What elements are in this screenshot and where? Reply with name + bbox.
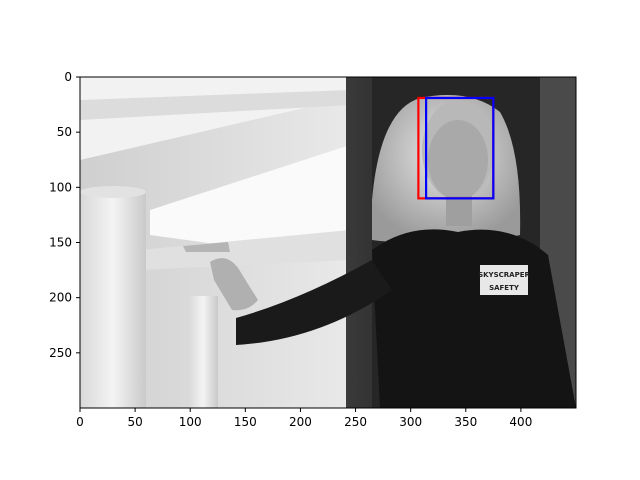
bounding-box-2 xyxy=(424,96,495,200)
x-tick-label: 200 xyxy=(289,415,312,429)
x-axis-ticks: 0 50 100 150 200 250 300 350 400 xyxy=(76,408,532,429)
x-tick-label: 50 xyxy=(127,415,142,429)
y-tick-label: 50 xyxy=(57,125,72,139)
x-tick-label: 0 xyxy=(76,415,84,429)
bounding-boxes xyxy=(417,96,495,200)
x-tick-label: 250 xyxy=(344,415,367,429)
badge-line-2: SAFETY xyxy=(489,284,520,292)
y-tick-label: 250 xyxy=(49,346,72,360)
photo-image: SKYSCRAPER SAFETY xyxy=(80,77,576,408)
x-tick-label: 400 xyxy=(509,415,532,429)
y-tick-label: 0 xyxy=(64,70,72,84)
x-tick-label: 150 xyxy=(234,415,257,429)
x-tick-label: 100 xyxy=(179,415,202,429)
y-tick-label: 150 xyxy=(49,236,72,250)
x-tick-label: 300 xyxy=(399,415,422,429)
y-axis-ticks: 0 50 100 150 200 250 xyxy=(49,70,80,360)
x-tick-label: 350 xyxy=(454,415,477,429)
badge-line-1: SKYSCRAPER xyxy=(478,271,530,279)
y-tick-label: 200 xyxy=(49,291,72,305)
y-tick-label: 100 xyxy=(49,180,72,194)
